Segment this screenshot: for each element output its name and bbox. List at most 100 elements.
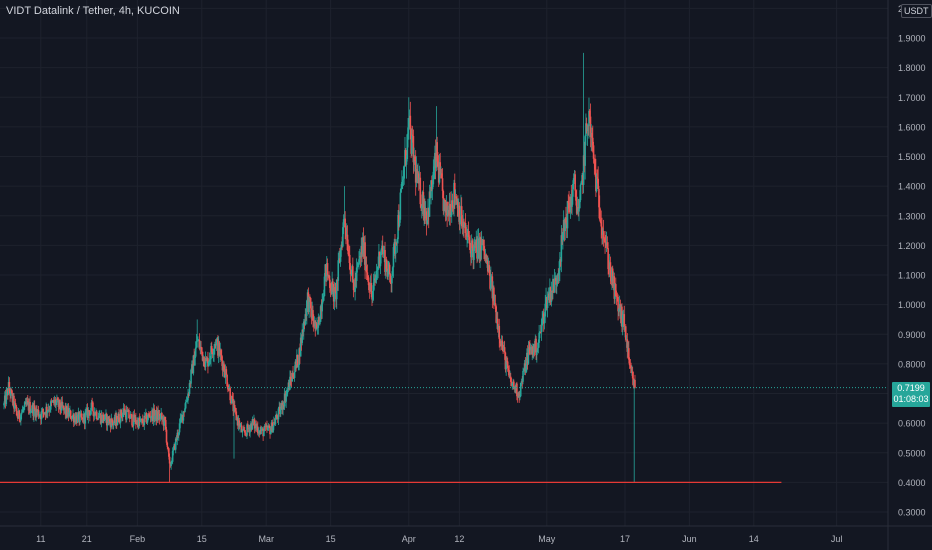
candle-body[interactable] bbox=[40, 410, 43, 420]
candle-body[interactable] bbox=[391, 267, 394, 276]
candle-body[interactable] bbox=[525, 365, 527, 373]
candle-body[interactable] bbox=[59, 399, 61, 409]
candle-body[interactable] bbox=[366, 272, 369, 276]
candle-body[interactable] bbox=[240, 425, 243, 433]
candle-body[interactable] bbox=[617, 296, 619, 312]
candle-body[interactable] bbox=[508, 370, 511, 377]
candle-body[interactable] bbox=[574, 174, 576, 191]
candle-body[interactable] bbox=[350, 274, 353, 275]
candle-body[interactable] bbox=[220, 354, 223, 361]
candle-body[interactable] bbox=[120, 410, 123, 416]
candle-body[interactable] bbox=[3, 403, 5, 406]
candle-body[interactable] bbox=[171, 450, 174, 462]
candle-body[interactable] bbox=[586, 125, 589, 132]
candle-body[interactable] bbox=[161, 413, 163, 419]
candle-body[interactable] bbox=[597, 178, 599, 189]
candle-body[interactable] bbox=[377, 266, 379, 270]
candle-body[interactable] bbox=[234, 407, 237, 412]
candles[interactable] bbox=[3, 52, 636, 483]
candle-body[interactable] bbox=[340, 244, 343, 250]
candle-body[interactable] bbox=[335, 279, 338, 300]
candle-body[interactable] bbox=[76, 414, 79, 423]
candle-body[interactable] bbox=[293, 372, 296, 378]
candle-body[interactable] bbox=[243, 430, 246, 433]
candle-body[interactable] bbox=[18, 410, 21, 419]
candle-body[interactable] bbox=[342, 219, 345, 228]
candle-body[interactable] bbox=[354, 277, 356, 292]
candle-body[interactable] bbox=[233, 405, 236, 408]
candle-body[interactable] bbox=[218, 342, 221, 356]
candle-body[interactable] bbox=[591, 132, 593, 138]
candle-body[interactable] bbox=[555, 283, 558, 285]
candle-body[interactable] bbox=[368, 281, 370, 291]
candle-body[interactable] bbox=[380, 249, 382, 256]
candle-body[interactable] bbox=[318, 316, 320, 325]
candle-body[interactable] bbox=[352, 266, 354, 280]
candle-body[interactable] bbox=[419, 177, 422, 205]
candle-body[interactable] bbox=[231, 395, 234, 399]
candle-body[interactable] bbox=[344, 218, 346, 228]
candle-body[interactable] bbox=[308, 296, 310, 313]
candle-body[interactable] bbox=[213, 348, 215, 355]
candle-body[interactable] bbox=[584, 136, 586, 166]
candle-body[interactable] bbox=[501, 340, 504, 351]
candle-body[interactable] bbox=[578, 200, 581, 209]
candle-body[interactable] bbox=[507, 368, 510, 371]
candle-body[interactable] bbox=[400, 188, 402, 193]
candle-body[interactable] bbox=[412, 135, 415, 163]
candle-body[interactable] bbox=[604, 240, 606, 244]
candle-body[interactable] bbox=[168, 448, 170, 457]
candle-body[interactable] bbox=[365, 266, 368, 273]
candle-body[interactable] bbox=[33, 405, 36, 410]
candle-body[interactable] bbox=[477, 238, 479, 259]
candle-body[interactable] bbox=[22, 409, 24, 411]
candle-body[interactable] bbox=[467, 231, 470, 237]
candle-body[interactable] bbox=[92, 402, 94, 412]
candle-body[interactable] bbox=[345, 227, 347, 237]
candle-body[interactable] bbox=[119, 410, 122, 423]
candle-body[interactable] bbox=[562, 233, 564, 242]
candle-body[interactable] bbox=[274, 419, 277, 425]
candle-body[interactable] bbox=[301, 329, 304, 343]
candle-body[interactable] bbox=[55, 402, 57, 406]
candle-body[interactable] bbox=[379, 255, 382, 267]
candle-body[interactable] bbox=[208, 359, 211, 362]
candle-body[interactable] bbox=[166, 442, 169, 447]
candle-body[interactable] bbox=[210, 346, 213, 352]
candle-body[interactable] bbox=[485, 254, 488, 263]
candle-body[interactable] bbox=[459, 220, 461, 225]
candle-body[interactable] bbox=[505, 360, 507, 370]
candle-body[interactable] bbox=[394, 242, 397, 254]
candle-body[interactable] bbox=[539, 332, 542, 333]
candle-body[interactable] bbox=[401, 181, 403, 189]
candle-body[interactable] bbox=[112, 422, 115, 425]
candle-body[interactable] bbox=[8, 382, 11, 391]
candle-body[interactable] bbox=[439, 162, 442, 175]
candle-body[interactable] bbox=[263, 431, 265, 437]
candle-body[interactable] bbox=[443, 199, 445, 211]
candle-body[interactable] bbox=[455, 196, 458, 204]
candle-body[interactable] bbox=[89, 410, 92, 416]
candle-body[interactable] bbox=[178, 423, 181, 433]
candle-body[interactable] bbox=[71, 415, 74, 419]
candle-body[interactable] bbox=[210, 346, 212, 360]
candle-body[interactable] bbox=[95, 411, 98, 420]
candle-body[interactable] bbox=[138, 417, 140, 428]
candle-body[interactable] bbox=[595, 176, 598, 192]
candle-body[interactable] bbox=[109, 418, 111, 422]
candle-body[interactable] bbox=[496, 318, 499, 330]
candle-body[interactable] bbox=[63, 405, 65, 410]
candle-body[interactable] bbox=[80, 413, 83, 418]
candle-body[interactable] bbox=[451, 200, 454, 208]
candle-body[interactable] bbox=[323, 276, 326, 297]
candle-body[interactable] bbox=[251, 419, 254, 430]
candle-body[interactable] bbox=[520, 381, 523, 383]
candle-body[interactable] bbox=[550, 290, 553, 302]
candle-body[interactable] bbox=[628, 348, 630, 360]
candle-body[interactable] bbox=[238, 420, 241, 428]
candle-body[interactable] bbox=[164, 416, 166, 421]
candle-body[interactable] bbox=[469, 243, 471, 245]
candle-body[interactable] bbox=[225, 369, 228, 375]
candle-body[interactable] bbox=[499, 339, 501, 344]
candle-body[interactable] bbox=[141, 419, 144, 424]
